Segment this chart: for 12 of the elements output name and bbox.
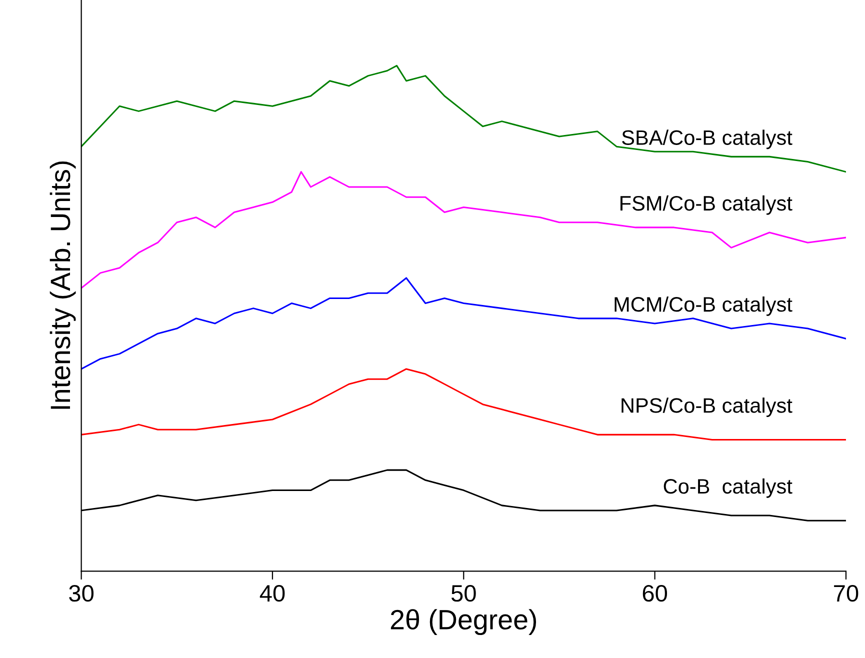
x-tick-label: 40 [260,584,285,602]
series-label: SBA/Co-B catalyst [622,130,792,150]
series-label: NPS/Co-B catalyst [622,398,792,417]
x-tick-label: 70 [834,584,858,602]
series-label: FSM/Co-B catalyst [620,195,792,215]
x-tick-label: 50 [451,584,476,602]
series-label: Co-B catalyst [664,478,792,498]
x-tick-label: 30 [69,584,94,602]
y-axis-title: Intensity (Arb. Units) [50,161,76,409]
series-label: MCM/Co-B catalyst [614,296,792,316]
x-axis-title: 2θ (Degree) [390,609,536,636]
x-tick-label: 60 [642,584,668,602]
